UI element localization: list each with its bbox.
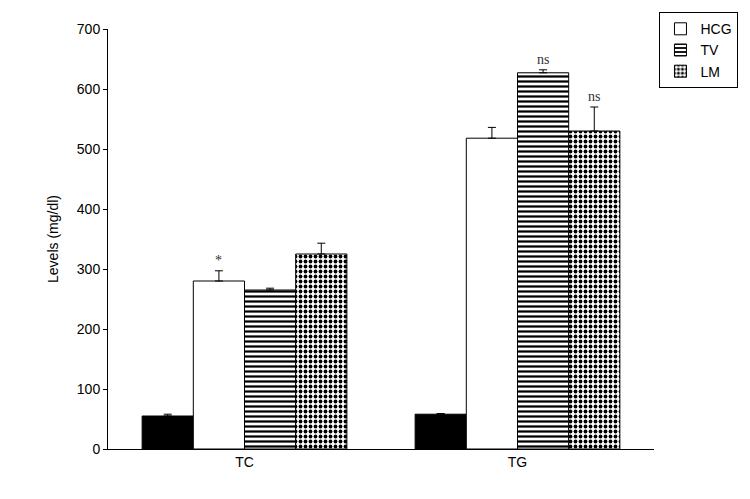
svg-text:TC: TC (235, 454, 254, 470)
svg-text:600: 600 (77, 81, 101, 97)
svg-text:LM: LM (700, 64, 719, 80)
svg-text:400: 400 (77, 201, 101, 217)
svg-text:TG: TG (508, 454, 527, 470)
svg-text:500: 500 (77, 141, 101, 157)
svg-text:*: * (215, 253, 222, 268)
svg-text:HCG: HCG (700, 21, 731, 37)
svg-text:100: 100 (77, 381, 101, 397)
svg-text:TV: TV (700, 42, 719, 58)
svg-text:Levels (mg/dl): Levels (mg/dl) (45, 195, 61, 283)
svg-text:200: 200 (77, 321, 101, 337)
svg-text:ns: ns (537, 52, 549, 67)
svg-text:ns: ns (588, 89, 600, 104)
svg-text:700: 700 (77, 21, 101, 37)
svg-text:300: 300 (77, 261, 101, 277)
svg-text:0: 0 (92, 441, 100, 457)
